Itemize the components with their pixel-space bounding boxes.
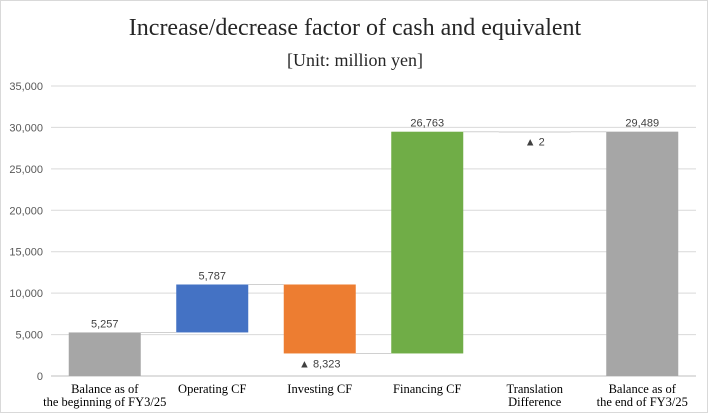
y-tick-label: 30,000 [9,122,43,134]
x-category-label-line: Investing CF [287,382,352,396]
data-labels: 5,257 5,787 ▲ 8,323 26,763 ▲ 2 29,489 [91,118,659,371]
x-category-label: Investing CF [287,382,352,396]
x-category-label-line: Difference [508,395,562,409]
gridlines [51,85,696,377]
x-category-label-line: Translation [507,382,564,396]
bar [68,332,141,376]
x-category-label: Financing CF [393,382,461,396]
y-tick-label: 25,000 [9,164,43,176]
bar [176,284,249,333]
y-tick-label: 0 [37,371,43,383]
x-category-label-line: Balance as of [609,382,677,396]
y-tick-label: 5,000 [15,330,43,342]
category-labels: Balance as of the beginning of FY3/25Oper… [43,382,688,409]
x-category-label: Operating CF [178,382,246,396]
data-label: 26,763 [410,118,444,130]
data-label: 5,257 [91,318,119,330]
bar [283,284,356,354]
y-tick-label: 10,000 [9,288,43,300]
chart-title: Increase/decrease factor of cash and equ… [129,15,582,41]
bar [391,131,464,354]
x-category-label: Balance as of the beginning of FY3/25 [43,382,166,409]
x-category-label-line: Balance as of [71,382,139,396]
data-label: ▲ 2 [525,137,545,149]
data-label: 5,787 [198,270,226,282]
bars [68,131,679,376]
connector-lines [140,131,607,354]
y-axis-ticks: 0 5,000 10,000 15,000 20,000 25,000 30,000 35,0… [9,81,43,383]
bar [498,131,571,133]
x-category-label-line: Financing CF [393,382,461,396]
y-tick-label: 35,000 [9,81,43,93]
data-label: ▲ 8,323 [299,358,340,370]
x-category-label-line: Operating CF [178,382,246,396]
x-category-label: Balance as of the end of FY3/25 [597,382,688,409]
x-category-label-line: the end of FY3/25 [597,395,688,409]
x-category-label: Translation Difference [507,382,564,409]
bar [606,131,679,376]
x-category-label-line: the beginning of FY3/25 [43,395,166,409]
y-tick-label: 20,000 [9,205,43,217]
chart-subtitle: [Unit: million yen] [287,50,423,70]
y-tick-label: 15,000 [9,247,43,259]
data-label: 29,489 [625,118,659,130]
